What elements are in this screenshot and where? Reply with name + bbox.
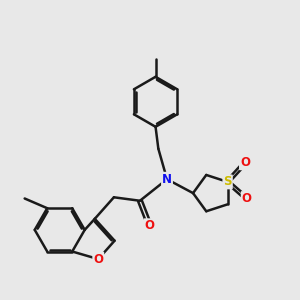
Text: S: S [224, 176, 232, 188]
Text: O: O [242, 192, 252, 205]
Text: O: O [145, 219, 155, 232]
Text: N: N [162, 173, 172, 186]
Text: O: O [93, 253, 103, 266]
Text: O: O [240, 156, 250, 169]
